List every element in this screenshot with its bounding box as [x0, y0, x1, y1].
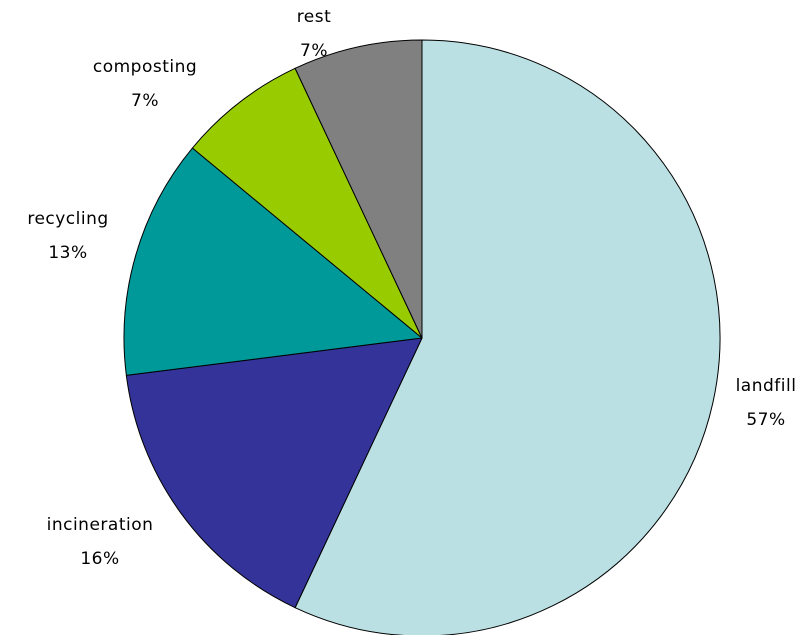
slice-label-composting: composting	[93, 57, 197, 77]
slice-value-label-incineration: 16%	[80, 549, 119, 569]
pie-labels: landfill 57% incineration 16% recycling 13% co…	[27, 7, 796, 569]
pie-slices	[123, 39, 721, 635]
slice-value-label-landfill: 57%	[746, 410, 785, 430]
pie-slice-recycling	[123, 147, 423, 376]
slice-value-label-recycling: 13%	[48, 243, 87, 263]
slice-value-label-composting: 7%	[131, 91, 159, 111]
slice-label-rest: rest	[297, 7, 332, 27]
pie-slice-composting	[191, 67, 423, 339]
pie-slice-incineration	[125, 337, 423, 609]
slice-label-incineration: incineration	[47, 515, 154, 535]
slice-label-landfill: landfill	[736, 376, 797, 396]
slice-value-label-rest: 7%	[300, 41, 328, 61]
slice-label-recycling: recycling	[27, 209, 108, 229]
pie-slice-rest	[294, 39, 423, 339]
